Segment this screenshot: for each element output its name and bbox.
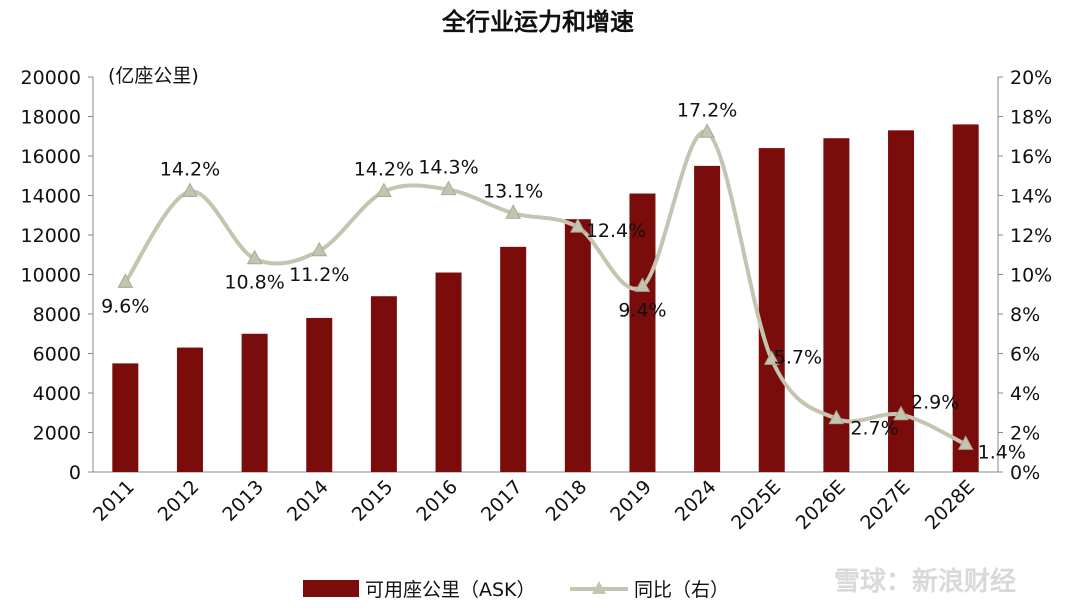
legend-line-marker xyxy=(592,581,606,594)
data-label: 14.3% xyxy=(418,157,478,179)
bar xyxy=(564,219,591,472)
x-tick-label: 2013 xyxy=(218,476,268,526)
line-point xyxy=(828,409,845,425)
right-tick-label: 4% xyxy=(1010,383,1040,405)
legend-bar-label: 可用座公里（ASK） xyxy=(365,579,536,601)
legend: 可用座公里（ASK） 同比（右） xyxy=(303,579,729,601)
line-point xyxy=(117,273,134,288)
left-tick-label: 12000 xyxy=(21,225,81,247)
x-tick-label: 2024 xyxy=(671,476,721,526)
left-tick-label: 0 xyxy=(69,462,81,484)
bar xyxy=(500,246,527,472)
line-point xyxy=(440,180,457,196)
x-tick-label: 2014 xyxy=(283,476,333,526)
left-axis-unit: (亿座公里) xyxy=(108,65,199,87)
data-label: 10.8% xyxy=(224,272,284,294)
line-point xyxy=(763,350,780,365)
line-point xyxy=(182,182,198,198)
right-tick-label: 0% xyxy=(1010,462,1040,484)
data-label: 5.7% xyxy=(774,346,822,368)
bar xyxy=(176,347,203,472)
right-tick-label: 8% xyxy=(1010,304,1040,326)
data-label: 14.2% xyxy=(160,159,220,181)
line-point xyxy=(957,435,974,450)
data-label: 12.4% xyxy=(586,220,646,242)
right-tick-label: 12% xyxy=(1010,225,1052,247)
right-tick-label: 20% xyxy=(1010,67,1052,89)
data-label: 1.4% xyxy=(978,441,1026,463)
data-label: 2.7% xyxy=(850,418,898,440)
data-label: 17.2% xyxy=(677,99,737,121)
bar xyxy=(694,165,721,472)
bar xyxy=(241,333,268,472)
legend-line-label: 同比（右） xyxy=(634,579,729,601)
data-label: 9.6% xyxy=(101,295,149,317)
x-tick-label: 2027E xyxy=(856,476,914,534)
x-tick-label: 2015 xyxy=(348,476,398,526)
line-point xyxy=(376,182,392,198)
right-tick-label: 6% xyxy=(1010,344,1040,366)
right-tick-label: 2% xyxy=(1010,423,1040,445)
x-tick-label: 2012 xyxy=(154,476,204,526)
bar xyxy=(435,272,462,472)
line-point xyxy=(893,405,909,421)
right-tick-label: 14% xyxy=(1010,186,1052,208)
left-tick-label: 2000 xyxy=(33,423,81,445)
line-point xyxy=(634,277,651,292)
line-point xyxy=(246,249,263,265)
left-tick-label: 16000 xyxy=(21,146,81,168)
x-tick-label: 2019 xyxy=(606,476,656,526)
left-tick-label: 8000 xyxy=(33,304,81,326)
x-tick-label: 2025E xyxy=(727,476,785,534)
left-tick-label: 6000 xyxy=(33,344,81,366)
left-tick-label: 4000 xyxy=(33,383,81,405)
right-tick-label: 10% xyxy=(1010,265,1052,287)
x-tick-label: 2017 xyxy=(477,476,527,526)
data-label: 13.1% xyxy=(483,180,543,202)
watermark: 雪球：新浪财经 xyxy=(834,566,1016,597)
left-tick-label: 10000 xyxy=(21,265,81,287)
bar xyxy=(952,124,979,473)
line-series xyxy=(117,123,974,450)
bar xyxy=(758,148,785,472)
data-label: 14.2% xyxy=(354,159,414,181)
data-labels: 9.6%14.2%10.8% 11.2%14.2% 14.3%13.1%12.4%9… xyxy=(101,99,1026,463)
bar xyxy=(112,363,139,472)
x-tick-label: 2016 xyxy=(412,476,462,526)
left-tick-label: 18000 xyxy=(21,107,81,129)
legend-bar-swatch xyxy=(303,580,359,597)
line-point xyxy=(311,241,328,257)
data-label: 11.2% xyxy=(289,264,349,286)
line-point xyxy=(505,204,522,219)
chart-title: 全行业运力和增速 xyxy=(441,8,634,36)
left-tick-label: 20000 xyxy=(21,67,81,89)
data-label: 9.4% xyxy=(618,299,666,321)
x-tick-label: 2026E xyxy=(792,476,850,534)
left-tick-label: 14000 xyxy=(21,186,81,208)
bar xyxy=(370,296,397,472)
data-label: 2.9% xyxy=(911,392,959,414)
right-tick-label: 16% xyxy=(1010,146,1052,168)
line-point xyxy=(699,123,715,138)
x-tick-label: 2018 xyxy=(542,476,592,526)
bar xyxy=(306,317,333,472)
x-tick-label: 2028E xyxy=(921,476,979,534)
right-tick-label: 18% xyxy=(1010,107,1052,129)
line-point xyxy=(569,218,586,233)
bar xyxy=(629,193,656,472)
x-tick-label: 2011 xyxy=(89,476,139,526)
